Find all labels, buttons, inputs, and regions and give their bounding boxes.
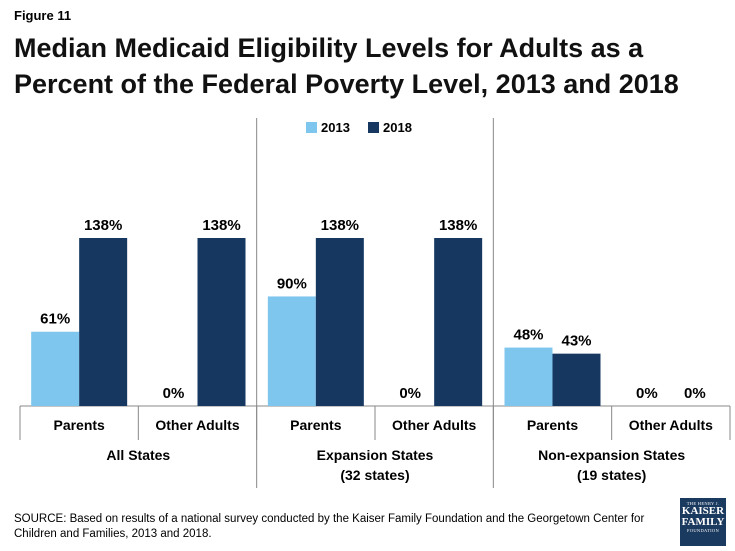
category-label: Parents bbox=[290, 417, 342, 433]
group-label: Non-expansion States bbox=[538, 447, 685, 463]
data-label: 90% bbox=[277, 275, 307, 292]
chart-title: Median Medicaid Eligibility Levels for A… bbox=[14, 33, 679, 99]
category-label: Other Adults bbox=[629, 417, 713, 433]
source-note: SOURCE: Based on results of a national s… bbox=[14, 513, 645, 540]
bar-2013 bbox=[267, 296, 316, 406]
data-label: 138% bbox=[84, 217, 122, 234]
legend-swatch-2018 bbox=[368, 122, 379, 133]
bar-2018 bbox=[434, 238, 483, 406]
group-label: All States bbox=[106, 447, 170, 463]
bar-2018 bbox=[315, 238, 364, 406]
bar-2013 bbox=[504, 347, 553, 406]
category-label: Other Adults bbox=[155, 417, 239, 433]
data-label: 138% bbox=[439, 217, 477, 234]
group-label: Expansion States bbox=[317, 447, 434, 463]
data-label: 138% bbox=[202, 217, 240, 234]
data-label: 0% bbox=[163, 385, 185, 402]
group-sublabel: (19 states) bbox=[577, 467, 646, 483]
logo-line-3: FAMILY bbox=[681, 516, 725, 528]
bar-2018 bbox=[552, 353, 601, 406]
data-label: 0% bbox=[636, 385, 658, 402]
category-label: Other Adults bbox=[392, 417, 476, 433]
logo-line-1: THE HENRY J. bbox=[686, 501, 720, 506]
group-sublabel: (32 states) bbox=[340, 467, 409, 483]
bar-2018 bbox=[79, 238, 128, 406]
data-label: 43% bbox=[561, 333, 591, 350]
logo-line-4: FOUNDATION bbox=[687, 528, 719, 533]
data-label: 48% bbox=[513, 327, 543, 344]
figure-label: Figure 11 bbox=[14, 8, 72, 23]
legend-label: 2018 bbox=[383, 120, 412, 135]
bar-2013 bbox=[31, 331, 80, 406]
logo-line-2: KAISER bbox=[681, 505, 725, 517]
data-label: 0% bbox=[684, 385, 706, 402]
data-label: 138% bbox=[321, 217, 359, 234]
legend-swatch-2013 bbox=[306, 122, 317, 133]
bar-chart: 61% 138% Parents 0% 138% Other Adults 90% 138% P… bbox=[19, 118, 731, 488]
kff-logo: THE HENRY J. KAISER FAMILY FOUNDATION bbox=[680, 498, 726, 546]
legend-label: 2013 bbox=[321, 120, 350, 135]
category-label: Parents bbox=[527, 417, 579, 433]
data-label: 0% bbox=[399, 385, 421, 402]
data-label: 61% bbox=[40, 311, 70, 328]
bar-2018 bbox=[197, 238, 246, 406]
category-label: Parents bbox=[53, 417, 105, 433]
